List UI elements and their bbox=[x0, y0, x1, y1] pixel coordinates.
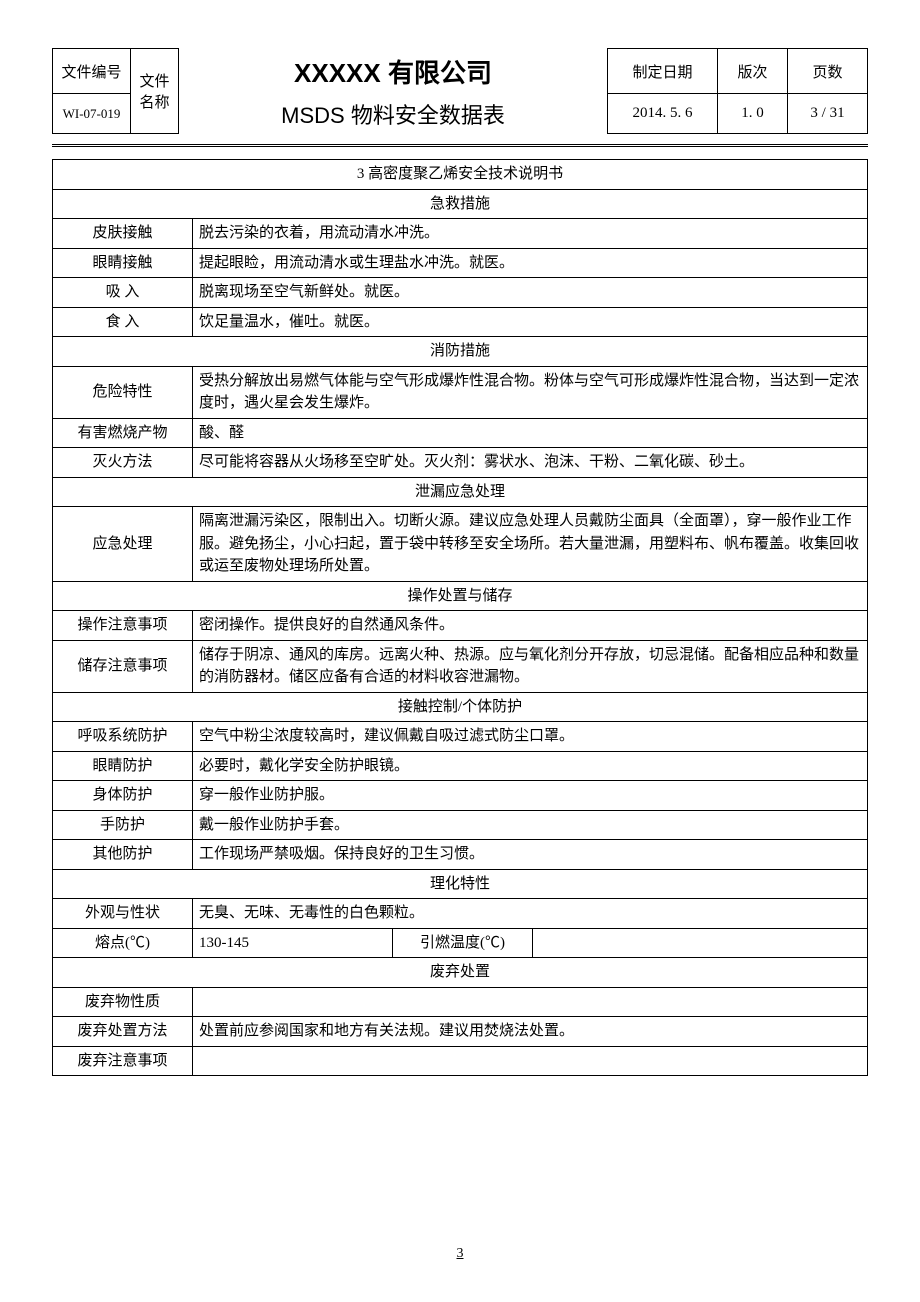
page-label: 页数 bbox=[788, 49, 868, 94]
doc-no-label: 文件编号 bbox=[53, 49, 131, 94]
section-storage: 操作处置与储存 bbox=[53, 581, 868, 611]
page-value: 3 / 31 bbox=[788, 94, 868, 134]
subtitle: MSDS 物料安全数据表 bbox=[179, 94, 608, 134]
date-label: 制定日期 bbox=[608, 49, 718, 94]
section-first-aid: 急救措施 bbox=[53, 189, 868, 219]
section-fire: 消防措施 bbox=[53, 337, 868, 367]
row-value: 饮足量温水，催吐。就医。 bbox=[193, 307, 868, 337]
section-disposal: 废弃处置 bbox=[53, 958, 868, 988]
row-label: 应急处理 bbox=[53, 507, 193, 582]
main-table: 3 高密度聚乙烯安全技术说明书 急救措施 皮肤接触脱去污染的衣着，用流动清水冲洗… bbox=[52, 159, 868, 1076]
section-physical: 理化特性 bbox=[53, 869, 868, 899]
doc-title: 3 高密度聚乙烯安全技术说明书 bbox=[53, 160, 868, 190]
row-value: 提起眼睑，用流动清水或生理盐水冲洗。就医。 bbox=[193, 248, 868, 278]
row-label: 眼睛接触 bbox=[53, 248, 193, 278]
doc-name-label: 文件 名称 bbox=[131, 49, 179, 134]
section-leak: 泄漏应急处理 bbox=[53, 477, 868, 507]
row-label: 操作注意事项 bbox=[53, 611, 193, 641]
row-value: 穿一般作业防护服。 bbox=[193, 781, 868, 811]
row-label: 灭火方法 bbox=[53, 448, 193, 478]
row-value bbox=[193, 1046, 868, 1076]
row-label: 手防护 bbox=[53, 810, 193, 840]
row-value: 戴一般作业防护手套。 bbox=[193, 810, 868, 840]
row-value bbox=[193, 987, 868, 1017]
doc-no: WI-07-019 bbox=[53, 94, 131, 134]
row-value: 工作现场严禁吸烟。保持良好的卫生习惯。 bbox=[193, 840, 868, 870]
row-value: 储存于阴凉、通风的库房。远离火种、热源。应与氧化剂分开存放，切忌混储。配备相应品… bbox=[193, 640, 868, 692]
appearance-label: 外观与性状 bbox=[53, 899, 193, 929]
row-label: 废弃处置方法 bbox=[53, 1017, 193, 1047]
appearance-value: 无臭、无味、无毒性的白色颗粒。 bbox=[193, 899, 868, 929]
row-value: 必要时，戴化学安全防护眼镜。 bbox=[193, 751, 868, 781]
row-label: 其他防护 bbox=[53, 840, 193, 870]
header-divider bbox=[52, 144, 868, 147]
rev-value: 1. 0 bbox=[718, 94, 788, 134]
row-value: 隔离泄漏污染区，限制出入。切断火源。建议应急处理人员戴防尘面具（全面罩），穿一般… bbox=[193, 507, 868, 582]
row-label: 食 入 bbox=[53, 307, 193, 337]
row-value: 脱去污染的衣着，用流动清水冲洗。 bbox=[193, 219, 868, 249]
row-label: 储存注意事项 bbox=[53, 640, 193, 692]
row-value: 脱离现场至空气新鲜处。就医。 bbox=[193, 278, 868, 308]
page-number: 3 bbox=[457, 1246, 464, 1262]
row-label: 眼睛防护 bbox=[53, 751, 193, 781]
row-label: 吸 入 bbox=[53, 278, 193, 308]
ignition-label: 引燃温度(℃) bbox=[393, 928, 533, 958]
row-value: 空气中粉尘浓度较高时，建议佩戴自吸过滤式防尘口罩。 bbox=[193, 722, 868, 752]
row-value: 密闭操作。提供良好的自然通风条件。 bbox=[193, 611, 868, 641]
row-value: 酸、醛 bbox=[193, 418, 868, 448]
header-table: 文件编号 文件 名称 XXXXX 有限公司 制定日期 版次 页数 WI-07-0… bbox=[52, 48, 868, 134]
melting-label: 熔点(℃) bbox=[53, 928, 193, 958]
row-label: 废弃物性质 bbox=[53, 987, 193, 1017]
row-label: 废弃注意事项 bbox=[53, 1046, 193, 1076]
rev-label: 版次 bbox=[718, 49, 788, 94]
row-label: 危险特性 bbox=[53, 366, 193, 418]
date-value: 2014. 5. 6 bbox=[608, 94, 718, 134]
row-value: 尽可能将容器从火场移至空旷处。灭火剂：雾状水、泡沫、干粉、二氧化碳、砂土。 bbox=[193, 448, 868, 478]
row-label: 有害燃烧产物 bbox=[53, 418, 193, 448]
row-label: 呼吸系统防护 bbox=[53, 722, 193, 752]
row-value: 处置前应参阅国家和地方有关法规。建议用焚烧法处置。 bbox=[193, 1017, 868, 1047]
melting-value: 130-145 bbox=[193, 928, 393, 958]
company-title: XXXXX 有限公司 bbox=[179, 49, 608, 94]
section-protection: 接触控制/个体防护 bbox=[53, 692, 868, 722]
row-value: 受热分解放出易燃气体能与空气形成爆炸性混合物。粉体与空气可形成爆炸性混合物，当达… bbox=[193, 366, 868, 418]
row-label: 身体防护 bbox=[53, 781, 193, 811]
row-label: 皮肤接触 bbox=[53, 219, 193, 249]
ignition-value bbox=[533, 928, 868, 958]
